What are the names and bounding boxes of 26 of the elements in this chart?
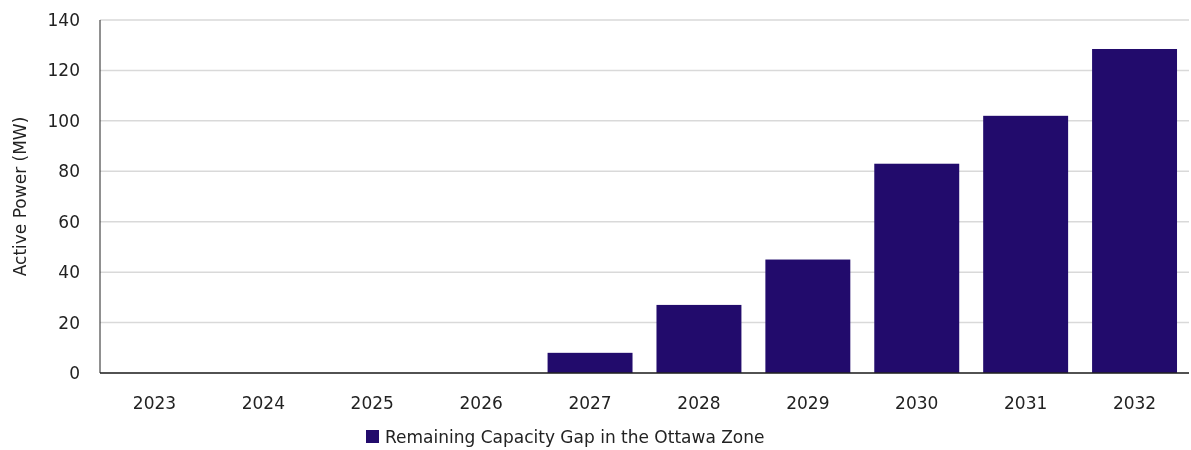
x-tick-label: 2027 [568,393,612,413]
bar [656,304,742,373]
x-tick-label: 2032 [1112,393,1157,413]
bar [983,115,1069,373]
y-tick-label: 80 [58,161,80,182]
y-tick-label: 60 [58,211,80,232]
bar [547,352,633,373]
y-tick-label: 100 [47,110,80,131]
x-tick-label: 2031 [1004,393,1048,413]
x-tick-label: 2025 [350,393,394,413]
bar [765,259,851,373]
bar [1092,49,1178,373]
y-tick-label: 140 [47,9,80,30]
y-axis-title: Active Power (MW) [10,116,30,277]
x-tick-label: 2026 [459,393,503,413]
y-tick-label: 40 [58,262,80,283]
x-tick-label: 2029 [786,393,830,413]
legend-label: Remaining Capacity Gap in the Ottawa Zone [385,426,765,447]
y-tick-label: 120 [47,60,80,81]
x-tick-label: 2028 [677,393,721,413]
x-tick-label: 2024 [241,393,285,413]
y-tick-label: 0 [69,362,80,383]
bar [874,163,960,373]
x-tick-label: 2023 [132,393,177,413]
y-tick-label: 20 [58,312,80,333]
x-tick-label: 2030 [895,393,939,413]
